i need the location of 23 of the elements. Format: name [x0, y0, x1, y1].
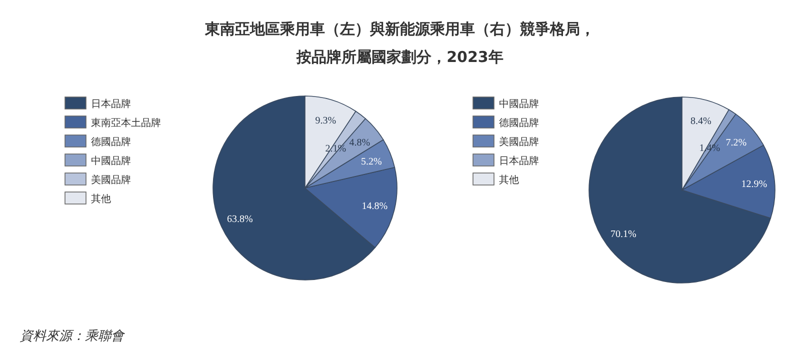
- legend-label: 東南亞本土品牌: [91, 117, 161, 129]
- legend-label: 德國品牌: [91, 136, 131, 148]
- legend-label: 德國品牌: [499, 117, 539, 129]
- legend-label: 美國品牌: [91, 174, 131, 186]
- legend-label: 其他: [499, 174, 519, 186]
- legend-label: 其他: [91, 193, 111, 205]
- data-label: 9.3%: [315, 115, 336, 126]
- data-label: 5.2%: [360, 156, 382, 168]
- data-label: 70.1%: [610, 228, 636, 240]
- chart-title: 東南亞地區乘用車（左）與新能源乘用車（右）競爭格局，: [204, 20, 595, 38]
- data-label: 14.8%: [362, 200, 388, 212]
- data-label: 12.9%: [741, 178, 768, 190]
- legend-label: 美國品牌: [499, 136, 539, 148]
- data-label: 7.2%: [726, 138, 747, 149]
- legend-label: 中國品牌: [91, 155, 131, 167]
- chart-subtitle: 按品牌所屬國家劃分，2023年: [296, 48, 504, 66]
- source-note: 資料來源：乘聯會: [20, 329, 126, 344]
- legend-label: 日本品牌: [499, 155, 539, 167]
- legend-label: 中國品牌: [499, 98, 539, 110]
- data-label: 63.8%: [226, 214, 253, 226]
- data-label: 8.4%: [690, 116, 712, 127]
- legend-label: 日本品牌: [91, 98, 131, 110]
- data-label: 4.8%: [349, 138, 370, 149]
